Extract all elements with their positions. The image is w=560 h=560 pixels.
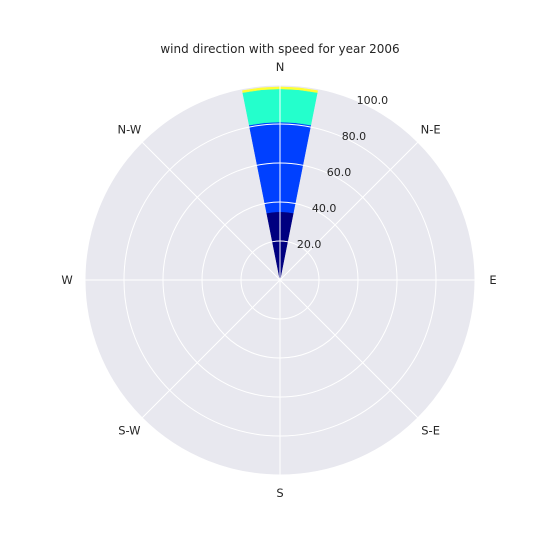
labels-layer: N N-E E S-E S S-W W N-W 20.0 40.0 60.0 80.0 100.0 <box>61 60 496 500</box>
direction-label-S-E: S-E <box>421 424 440 438</box>
direction-label-E: E <box>489 273 496 287</box>
chart-title: wind direction with speed for year 2006 <box>160 42 399 56</box>
radial-tick-label: 40.0 <box>312 202 337 215</box>
grid-layer <box>84 84 476 476</box>
radial-tick-label: 60.0 <box>327 166 352 179</box>
bar-segment-6 <box>242 86 318 93</box>
radial-tick-label: 80.0 <box>342 130 367 143</box>
grid-spoke-S-W <box>141 279 281 419</box>
radial-tick-label: 100.0 <box>357 94 389 107</box>
direction-label-W: W <box>61 273 72 287</box>
grid-spoke-N-W <box>141 141 281 281</box>
grid-spoke-N-E <box>279 141 419 281</box>
direction-label-S: S <box>276 486 283 500</box>
direction-label-S-W: S-W <box>118 424 140 438</box>
direction-label-N-E: N-E <box>421 122 441 136</box>
direction-label-N-W: N-W <box>118 122 142 136</box>
direction-label-N: N <box>276 60 285 74</box>
radial-tick-label: 20.0 <box>297 238 322 251</box>
grid-spoke-S-E <box>279 279 419 419</box>
